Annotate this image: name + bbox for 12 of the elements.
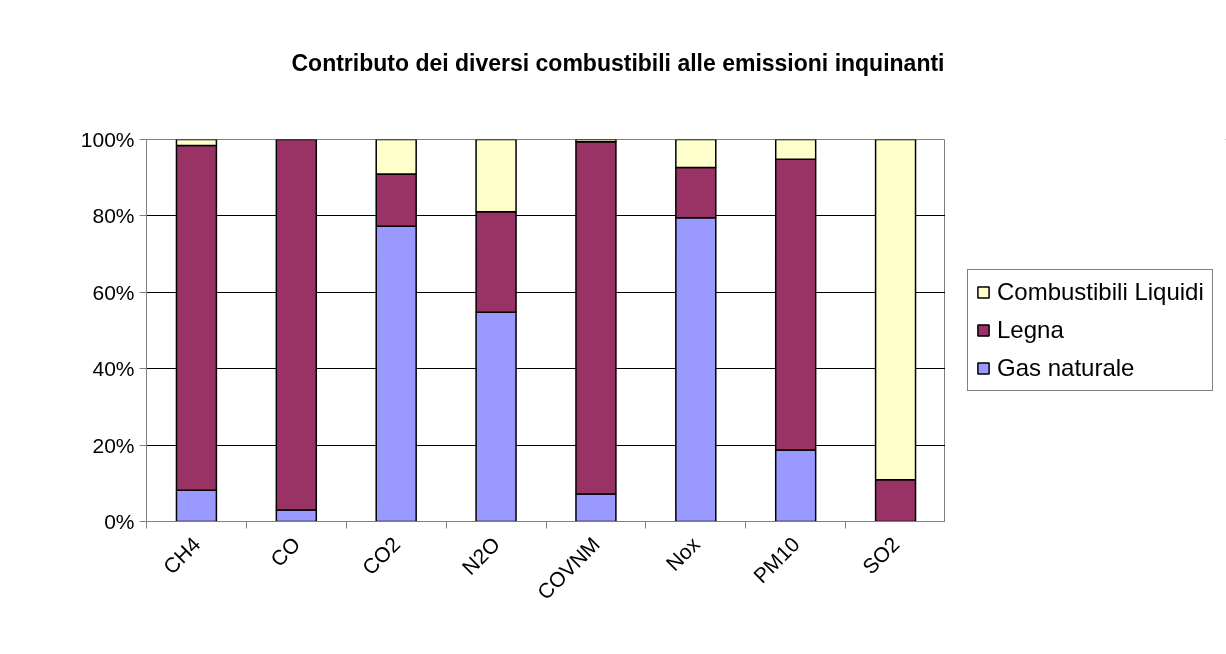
y-tick-label: 100%	[80, 128, 135, 151]
legend-label: Legna	[997, 316, 1064, 344]
legend-label: Combustibili Liquidi	[997, 278, 1204, 306]
legend-label: Gas naturale	[997, 354, 1135, 382]
x-tick-label: CO	[265, 532, 305, 571]
y-tick-label: 20%	[92, 433, 135, 457]
chart-title: Contributo dei diversi combustibili alle emissioni inquinanti	[291, 49, 945, 78]
y-tick-label: 40%	[92, 357, 135, 381]
x-tick-label: Nox	[661, 532, 705, 576]
y-tick-label: 0%	[104, 510, 135, 533]
y-tick-label: 60%	[92, 280, 135, 304]
y-tick-label: 80%	[92, 204, 135, 228]
